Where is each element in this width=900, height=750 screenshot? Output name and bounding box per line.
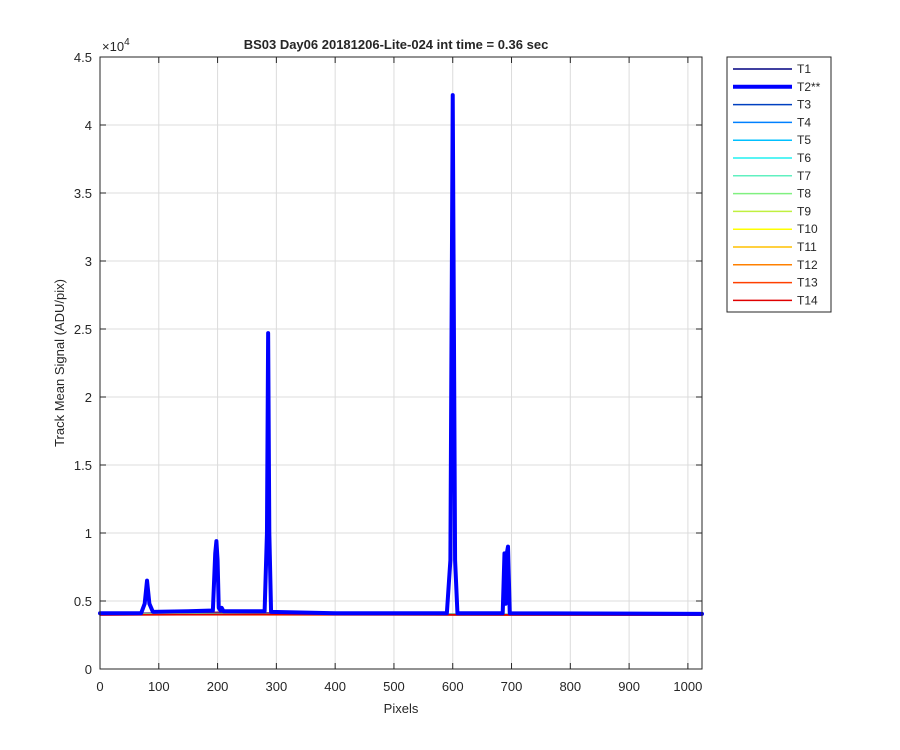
x-tick-label: 500: [383, 679, 405, 694]
series-lines: [98, 93, 704, 617]
y-tick-label: 0.5: [74, 594, 92, 609]
x-axis-ticks: 0 100 200 300 400 500 600 700 800 900 1000: [96, 57, 702, 694]
legend-label: T7: [797, 169, 811, 183]
x-tick-label: 100: [148, 679, 170, 694]
legend: T1 T2** T3 T4 T5 T6 T7 T8 T9 T10 T11 T12 T13 T14: [726, 56, 832, 313]
legend-label: T3: [797, 98, 811, 112]
legend-label: T13: [797, 276, 818, 290]
x-axis-label: Pixels: [384, 701, 419, 716]
legend-label: T4: [797, 115, 811, 129]
grid-lines: [100, 57, 702, 669]
y-tick-label: 3.5: [74, 186, 92, 201]
y-tick-label: 1: [85, 526, 92, 541]
series-line-t2: [98, 93, 704, 616]
y-tick-label: 3: [85, 254, 92, 269]
x-tick-label: 900: [618, 679, 640, 694]
y-tick-label: 2.5: [74, 322, 92, 337]
legend-label: T9: [797, 204, 811, 218]
x-tick-label: 800: [559, 679, 581, 694]
legend-label: T1: [797, 62, 811, 76]
y-axis-label: Track Mean Signal (ADU/pix): [52, 279, 67, 447]
x-tick-label: 700: [501, 679, 523, 694]
y-tick-label: 0: [85, 662, 92, 677]
legend-label: T8: [797, 187, 811, 201]
plot-area-frame: [99, 56, 703, 670]
x-tick-label: 1000: [673, 679, 702, 694]
legend-label: T6: [797, 151, 811, 165]
legend-label: T2**: [797, 80, 821, 94]
y-axis-ticks: 0 0.5 1 1.5 2 2.5 3 3.5 4 4.5: [74, 50, 702, 677]
y-tick-label: 1.5: [74, 458, 92, 473]
x-tick-label: 300: [266, 679, 288, 694]
x-tick-label: 400: [324, 679, 346, 694]
x-tick-label: 200: [207, 679, 229, 694]
y-tick-label: 2: [85, 390, 92, 405]
legend-label: T14: [797, 293, 818, 307]
legend-box: [726, 56, 832, 313]
legend-label: T10: [797, 222, 818, 236]
y-tick-label: 4: [85, 118, 92, 133]
chart-title: BS03 Day06 20181206-Lite-024 int time = …: [244, 37, 549, 52]
legend-label: T5: [797, 133, 811, 147]
y-exponent-label: ×104: [102, 37, 130, 54]
y-tick-label: 4.5: [74, 50, 92, 65]
legend-label: T11: [797, 240, 817, 254]
x-tick-label: 600: [442, 679, 464, 694]
x-tick-label: 0: [96, 679, 103, 694]
legend-label: T12: [797, 258, 818, 272]
